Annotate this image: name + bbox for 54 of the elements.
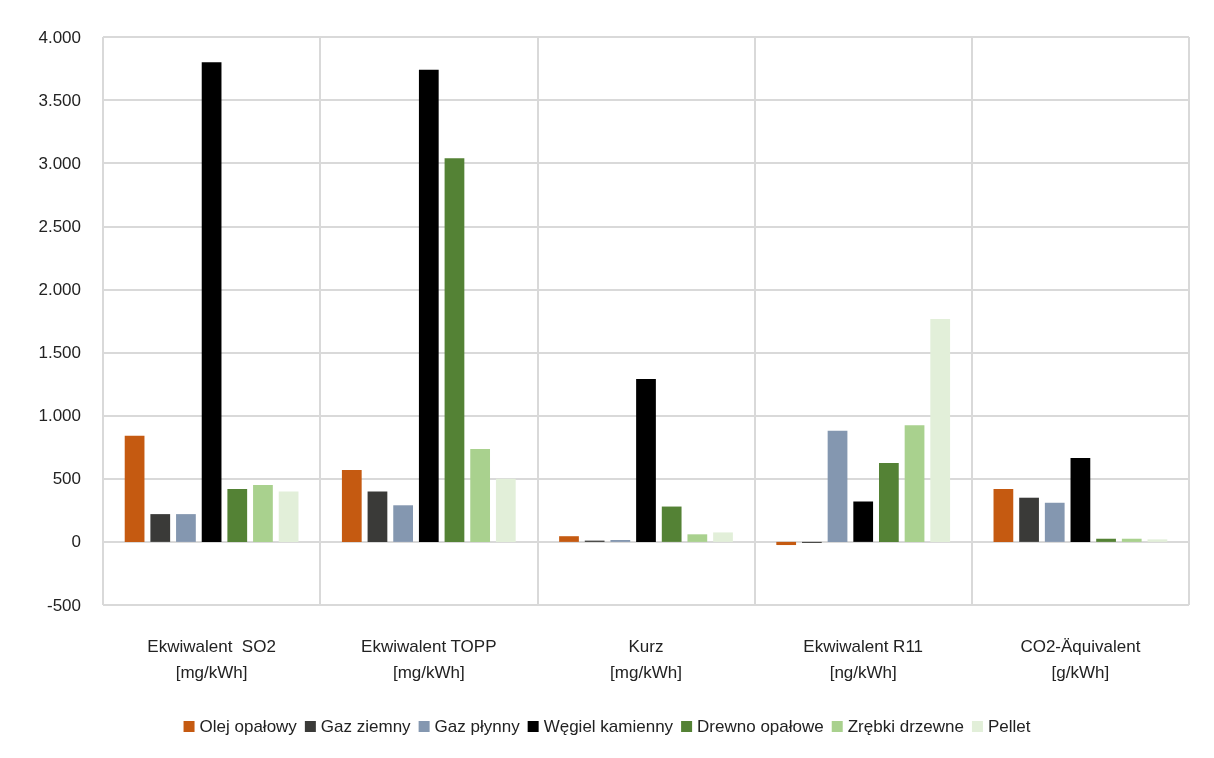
x-tick-label: Ekwiwalent R11 [ng/kWh] <box>803 636 924 682</box>
bar <box>1121 538 1142 542</box>
y-tick-label: 2.000 <box>38 279 81 299</box>
bar <box>470 449 491 542</box>
legend-label: Zrębki drzewne <box>847 717 964 736</box>
y-tick-label: 1.000 <box>38 406 81 426</box>
bar <box>853 501 874 542</box>
y-tick-label: 2.500 <box>38 216 81 236</box>
bar <box>930 319 951 542</box>
bar <box>367 491 388 542</box>
bar <box>341 469 362 542</box>
bar <box>1147 539 1168 542</box>
bar <box>444 158 465 542</box>
legend-label: Drewno opałowe <box>697 717 824 736</box>
bar <box>150 514 171 542</box>
bar <box>201 62 222 542</box>
y-tick-label: 0 <box>71 532 81 552</box>
bar <box>827 430 848 542</box>
y-tick-label: -500 <box>46 595 81 615</box>
bar <box>904 425 925 542</box>
x-tick-label: Kurz [mg/kWh] <box>610 636 682 682</box>
bar <box>879 463 899 542</box>
y-tick-label: 3.000 <box>38 153 81 173</box>
bar <box>636 379 656 542</box>
bar <box>776 541 797 546</box>
legend-label: Gaz ziemny <box>320 717 412 736</box>
bar <box>1044 502 1065 542</box>
y-tick-label: 3.500 <box>38 90 81 110</box>
x-tick-label: CO2-Äquivalent [g/kWh] <box>1020 636 1141 682</box>
bar <box>278 491 299 542</box>
bar <box>227 488 248 542</box>
x-tick-label: Ekwiwalent TOPP [mg/kWh] <box>361 636 497 682</box>
bar <box>124 435 145 542</box>
legend-label: Olej opałowy <box>199 717 298 736</box>
bar <box>661 506 682 542</box>
bar <box>176 514 196 542</box>
bar <box>495 478 516 542</box>
y-tick-label: 500 <box>52 469 81 489</box>
bar <box>713 532 733 542</box>
legend-label: Pellet <box>987 717 1031 736</box>
bar <box>1019 497 1039 542</box>
bar <box>418 69 439 542</box>
bar <box>1070 457 1091 542</box>
legend-label: Gaz płynny <box>434 717 521 736</box>
y-tick-label: 1.500 <box>38 343 81 363</box>
y-tick-label: 4.000 <box>38 27 81 47</box>
bar <box>1096 538 1116 542</box>
bar <box>393 505 413 542</box>
bar <box>559 536 579 542</box>
bar <box>253 485 273 542</box>
bar <box>687 534 708 542</box>
x-tick-label: Ekwiwalent SO2 [mg/kWh] <box>147 636 276 682</box>
legend-label: Węgiel kamienny <box>543 717 674 736</box>
bar <box>993 488 1014 542</box>
